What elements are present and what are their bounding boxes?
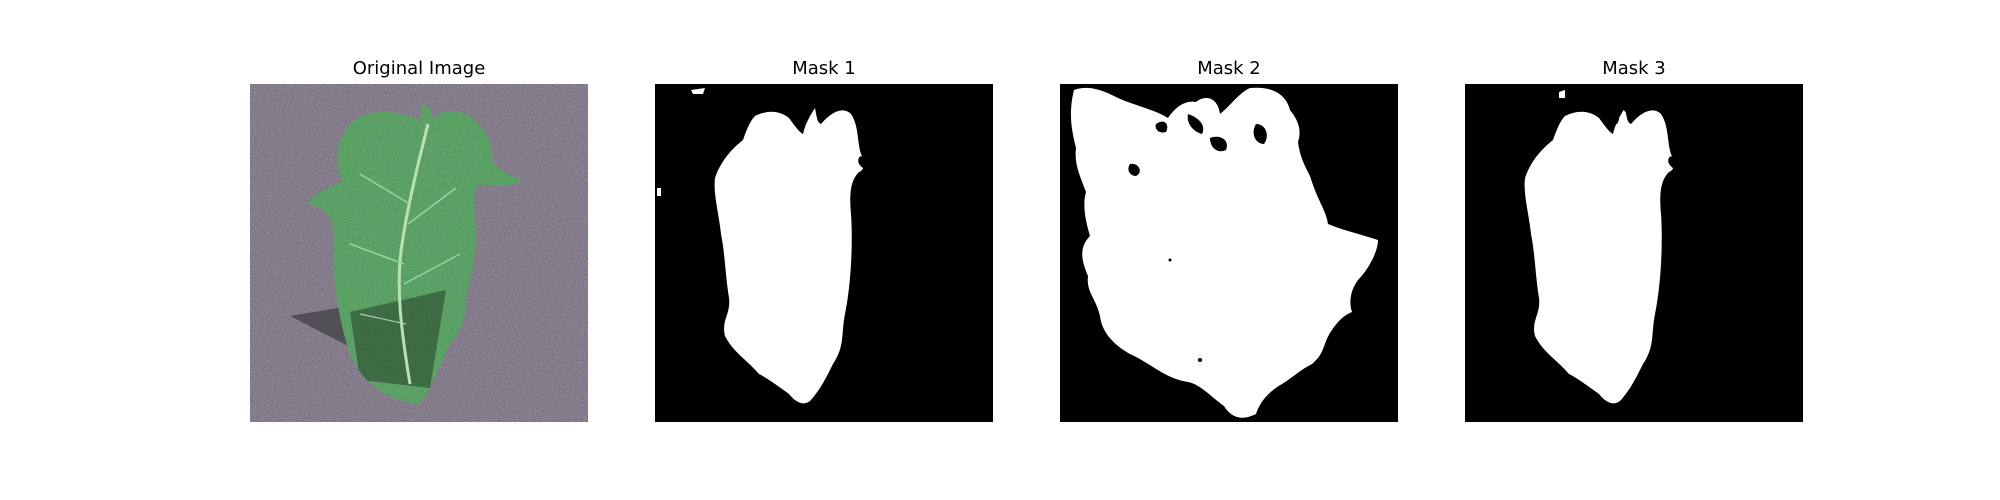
mask-3-leaf-region bbox=[1524, 108, 1674, 404]
original-leaf-image bbox=[250, 84, 588, 422]
mask-1-image bbox=[655, 84, 993, 422]
panel-title-mask-2: Mask 2 bbox=[1197, 58, 1261, 79]
mask-2-image bbox=[1060, 84, 1398, 422]
panel-title-mask-1: Mask 1 bbox=[792, 58, 856, 79]
mask-1-leaf-region bbox=[714, 108, 864, 404]
mask-2-leaf-region bbox=[1070, 87, 1378, 418]
mask-3-image bbox=[1465, 84, 1803, 422]
panel-title-mask-3: Mask 3 bbox=[1602, 58, 1666, 79]
panel-title-original-image: Original Image bbox=[352, 58, 486, 79]
